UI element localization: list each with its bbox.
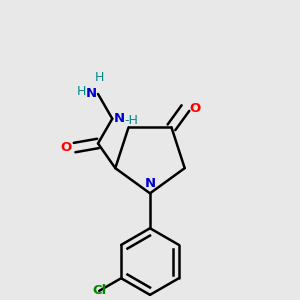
Text: N: N	[114, 112, 125, 125]
Text: N: N	[144, 177, 156, 190]
Text: Cl: Cl	[92, 284, 106, 297]
Text: N: N	[85, 88, 96, 100]
Text: H: H	[76, 85, 86, 98]
Text: O: O	[189, 102, 200, 115]
Text: -H: -H	[124, 114, 138, 127]
Text: H: H	[95, 71, 104, 84]
Text: O: O	[61, 141, 72, 154]
